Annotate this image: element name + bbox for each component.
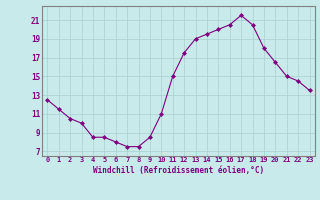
X-axis label: Windchill (Refroidissement éolien,°C): Windchill (Refroidissement éolien,°C): [93, 166, 264, 175]
